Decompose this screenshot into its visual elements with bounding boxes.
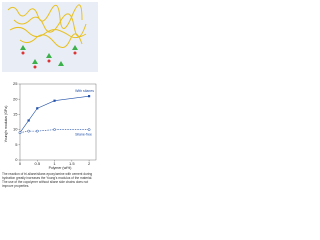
point [18, 131, 22, 134]
x-tick-label: 2 [88, 161, 91, 166]
page: {"chart_data": {"type": "line", "x_label… [0, 0, 100, 209]
caption: The reaction of tri-silane/silane-epoxy/… [2, 172, 93, 188]
x-tick-label: 0.5 [34, 161, 40, 166]
schematic [2, 2, 98, 72]
point [35, 129, 39, 133]
cement-sites [21, 51, 77, 69]
x-tick-label: 1.5 [69, 161, 75, 166]
point [87, 128, 91, 131]
plot-area [19, 83, 97, 161]
polymer-chain [7, 4, 87, 48]
x-tick-label: 1 [53, 161, 56, 166]
x-axis-label: Polymer (wt%) [49, 166, 72, 170]
y-tick-label: 0 [15, 157, 18, 162]
series-label: With silanes [75, 89, 94, 93]
x-tick-label: 0 [19, 161, 22, 166]
y-axis-label: Young's modulus (GPa) [4, 106, 8, 143]
point [87, 95, 91, 98]
point [53, 99, 56, 102]
point [53, 128, 56, 131]
y-tick-label: 20 [13, 96, 18, 101]
series-label: Silane-free [75, 133, 92, 137]
y-tick-label: 15 [13, 111, 18, 116]
point [27, 129, 30, 133]
silane-groups [20, 45, 78, 66]
figure: Young's modulus (GPa) Polymer (wt%) 0510… [2, 2, 98, 170]
y-tick-label: 25 [13, 81, 18, 86]
series-line [19, 129, 90, 133]
point [36, 107, 39, 110]
point [27, 119, 30, 122]
y-tick-label: 10 [13, 127, 18, 132]
chart: Young's modulus (GPa) Polymer (wt%) 0510… [4, 81, 97, 170]
y-tick-label: 5 [15, 142, 18, 147]
